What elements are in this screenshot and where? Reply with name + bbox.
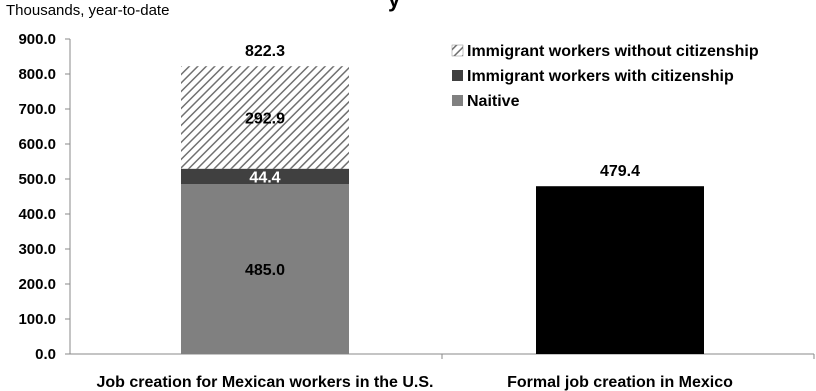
legend-label: Immigrant workers with citizenship [467,68,734,85]
x-category-label: Formal job creation in Mexico [507,374,733,391]
segment-data-label: 485.0 [245,262,285,279]
legend-swatch [452,70,463,81]
bar-segment-immigrant-workers-without-citizenship [181,66,349,169]
y-tick-label: 200.0 [18,276,56,293]
segment-data-label: 292.9 [245,110,285,127]
y-tick-label: 700.0 [18,101,56,118]
x-category-label: Job creation for Mexican workers in the … [97,374,434,391]
legend-swatch [452,95,463,106]
bar-segment-mexico-formal-jobs [536,186,704,354]
chart-title-fragment: y [388,0,400,13]
y-axis-unit-label: Thousands, year-to-date [6,2,170,19]
y-tick-label: 500.0 [18,171,56,188]
y-tick-label: 400.0 [18,206,56,223]
y-tick-label: 100.0 [18,311,56,328]
y-tick-label: 600.0 [18,136,56,153]
legend-swatch [451,44,464,57]
y-tick-label: 0.0 [35,346,56,363]
bar-segment-naitive [181,184,349,354]
y-tick-label: 300.0 [18,241,56,258]
legend-label: Immigrant workers without citizenship [467,43,759,60]
bar-segment-immigrant-workers-with-citizenship [181,168,349,185]
legend-label: Naitive [467,93,520,110]
bar-total-label: 479.4 [600,163,640,180]
bar-total-label: 822.3 [245,43,285,60]
y-tick-label: 900.0 [18,31,56,48]
y-tick-label: 800.0 [18,66,56,83]
segment-data-label: 44.4 [249,169,280,186]
